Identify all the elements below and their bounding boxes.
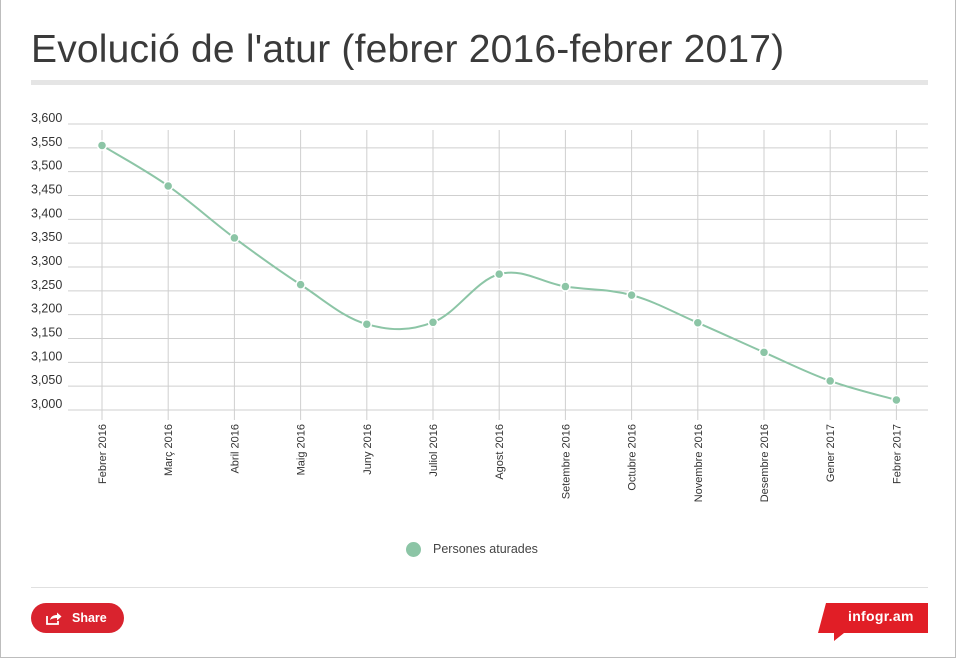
x-axis-ticks: Febrer 2016 Març 2016 Abril 2016 Maig 2016 J…	[97, 424, 903, 502]
x-tick-label: Febrer 2017	[891, 424, 903, 484]
data-point[interactable]	[229, 232, 240, 244]
y-tick-label: 3,300	[31, 254, 62, 268]
infogram-logo[interactable]	[816, 601, 928, 641]
data-point[interactable]	[295, 279, 306, 290]
x-tick-label: Novembre 2016	[693, 424, 705, 502]
x-tick-label: Octubre 2016	[627, 424, 639, 491]
data-point[interactable]	[560, 281, 571, 292]
y-tick-label: 3,200	[31, 302, 62, 316]
data-point[interactable]	[493, 268, 505, 280]
data-point[interactable]	[96, 140, 108, 151]
data-point[interactable]	[427, 317, 439, 328]
y-axis-ticks: 3,000 3,050 3,100 3,150 3,200 3,250 3,300 3,350…	[31, 111, 62, 411]
x-tick-label: Març 2016	[163, 424, 175, 476]
y-tick-label: 3,150	[31, 326, 62, 340]
data-point[interactable]	[891, 394, 902, 406]
y-tick-label: 3,400	[31, 206, 62, 220]
y-tick-label: 3,350	[31, 230, 62, 244]
line-chart: 3,000 3,050 3,100 3,150 3,200 3,250 3,300 3,350…	[31, 111, 928, 502]
series-points	[96, 140, 902, 406]
x-tick-label: Febrer 2016	[97, 424, 109, 484]
brand-label: infogr.am	[848, 608, 914, 624]
grid-layer	[68, 123, 928, 420]
data-point[interactable]	[692, 317, 704, 329]
y-tick-label: 3,250	[31, 278, 62, 292]
y-tick-label: 3,000	[31, 397, 62, 411]
legend: Persones aturades	[406, 539, 538, 559]
x-tick-label: Maig 2016	[296, 424, 308, 475]
share-icon	[46, 612, 62, 625]
y-tick-label: 3,550	[31, 135, 62, 149]
legend-label: Persones aturades	[433, 542, 538, 556]
y-tick-label: 3,500	[31, 159, 62, 173]
data-point[interactable]	[162, 180, 174, 192]
x-tick-label: Gener 2017	[825, 424, 837, 482]
share-label: Share	[72, 611, 107, 625]
data-point[interactable]	[824, 375, 836, 387]
y-tick-label: 3,600	[31, 111, 62, 125]
footer-divider	[31, 587, 928, 588]
x-tick-label: Abril 2016	[229, 424, 241, 474]
x-tick-label: Desembre 2016	[759, 424, 771, 502]
page-title: Evolució de l'atur (febrer 2016-febrer 2…	[31, 28, 785, 71]
y-tick-label: 3,100	[31, 349, 62, 363]
data-point[interactable]	[626, 289, 637, 301]
x-tick-label: Agost 2016	[494, 424, 506, 480]
x-tick-label: Setembre 2016	[560, 424, 572, 499]
data-point[interactable]	[758, 347, 770, 358]
x-tick-label: Juliol 2016	[428, 424, 440, 477]
x-tick-label: Juny 2016	[362, 424, 374, 475]
legend-swatch	[406, 541, 421, 557]
share-button[interactable]: Share	[31, 603, 124, 633]
data-point[interactable]	[361, 318, 373, 330]
y-tick-label: 3,450	[31, 183, 62, 197]
title-divider	[31, 80, 928, 85]
y-tick-label: 3,050	[31, 373, 62, 387]
